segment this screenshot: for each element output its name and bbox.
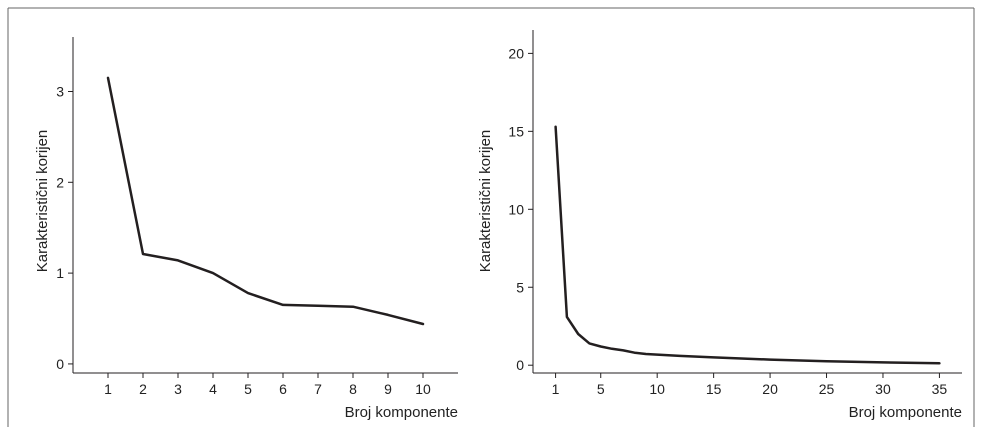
x-tick-label-left: 9 bbox=[384, 381, 392, 397]
x-tick-label-left: 5 bbox=[244, 381, 252, 397]
x-tick-label-right: 20 bbox=[762, 381, 778, 397]
eigenvalue-line-right bbox=[554, 125, 941, 365]
y-tick-label-left: 1 bbox=[56, 265, 64, 281]
y-tick-label-right: 5 bbox=[516, 279, 524, 295]
scree-plot-left: Karakteristični korijen Broj komponente … bbox=[34, 37, 458, 421]
x-tick-label-left: 8 bbox=[349, 381, 357, 397]
x-tick-label-left: 4 bbox=[209, 381, 217, 397]
y-tick-label-left: 0 bbox=[56, 356, 64, 372]
x-tick-label-right: 10 bbox=[649, 381, 665, 397]
scree-plot-right: Karakteristični korijen Broj komponente … bbox=[477, 30, 962, 421]
x-axis-label-left: Broj komponente bbox=[345, 404, 458, 421]
x-tick-label-right: 5 bbox=[597, 381, 605, 397]
y-axis-label-right: Karakteristični korijen bbox=[477, 130, 494, 273]
y-axis-label-left: Karakteristični korijen bbox=[34, 130, 51, 273]
x-tick-label-left: 3 bbox=[174, 381, 182, 397]
y-tick-label-right: 0 bbox=[516, 357, 524, 373]
x-tick-label-right: 35 bbox=[932, 381, 948, 397]
eigenvalue-line-left bbox=[106, 76, 425, 326]
x-tick-label-left: 7 bbox=[314, 381, 322, 397]
x-tick-label-right: 25 bbox=[819, 381, 835, 397]
x-tick-label-left: 1 bbox=[104, 381, 112, 397]
x-tick-label-left: 6 bbox=[279, 381, 287, 397]
x-tick-label-left: 2 bbox=[139, 381, 147, 397]
y-tick-label-right: 15 bbox=[508, 123, 524, 139]
x-tick-label-right: 1 bbox=[552, 381, 560, 397]
x-tick-label-right: 15 bbox=[706, 381, 722, 397]
y-tick-label-right: 10 bbox=[508, 201, 524, 217]
x-axis-label-right: Broj komponente bbox=[849, 404, 962, 421]
y-tick-label-left: 3 bbox=[56, 83, 64, 99]
y-tick-label-left: 2 bbox=[56, 174, 64, 190]
x-tick-label-right: 30 bbox=[875, 381, 891, 397]
x-tick-label-left: 10 bbox=[415, 381, 431, 397]
y-tick-label-right: 20 bbox=[508, 45, 524, 61]
